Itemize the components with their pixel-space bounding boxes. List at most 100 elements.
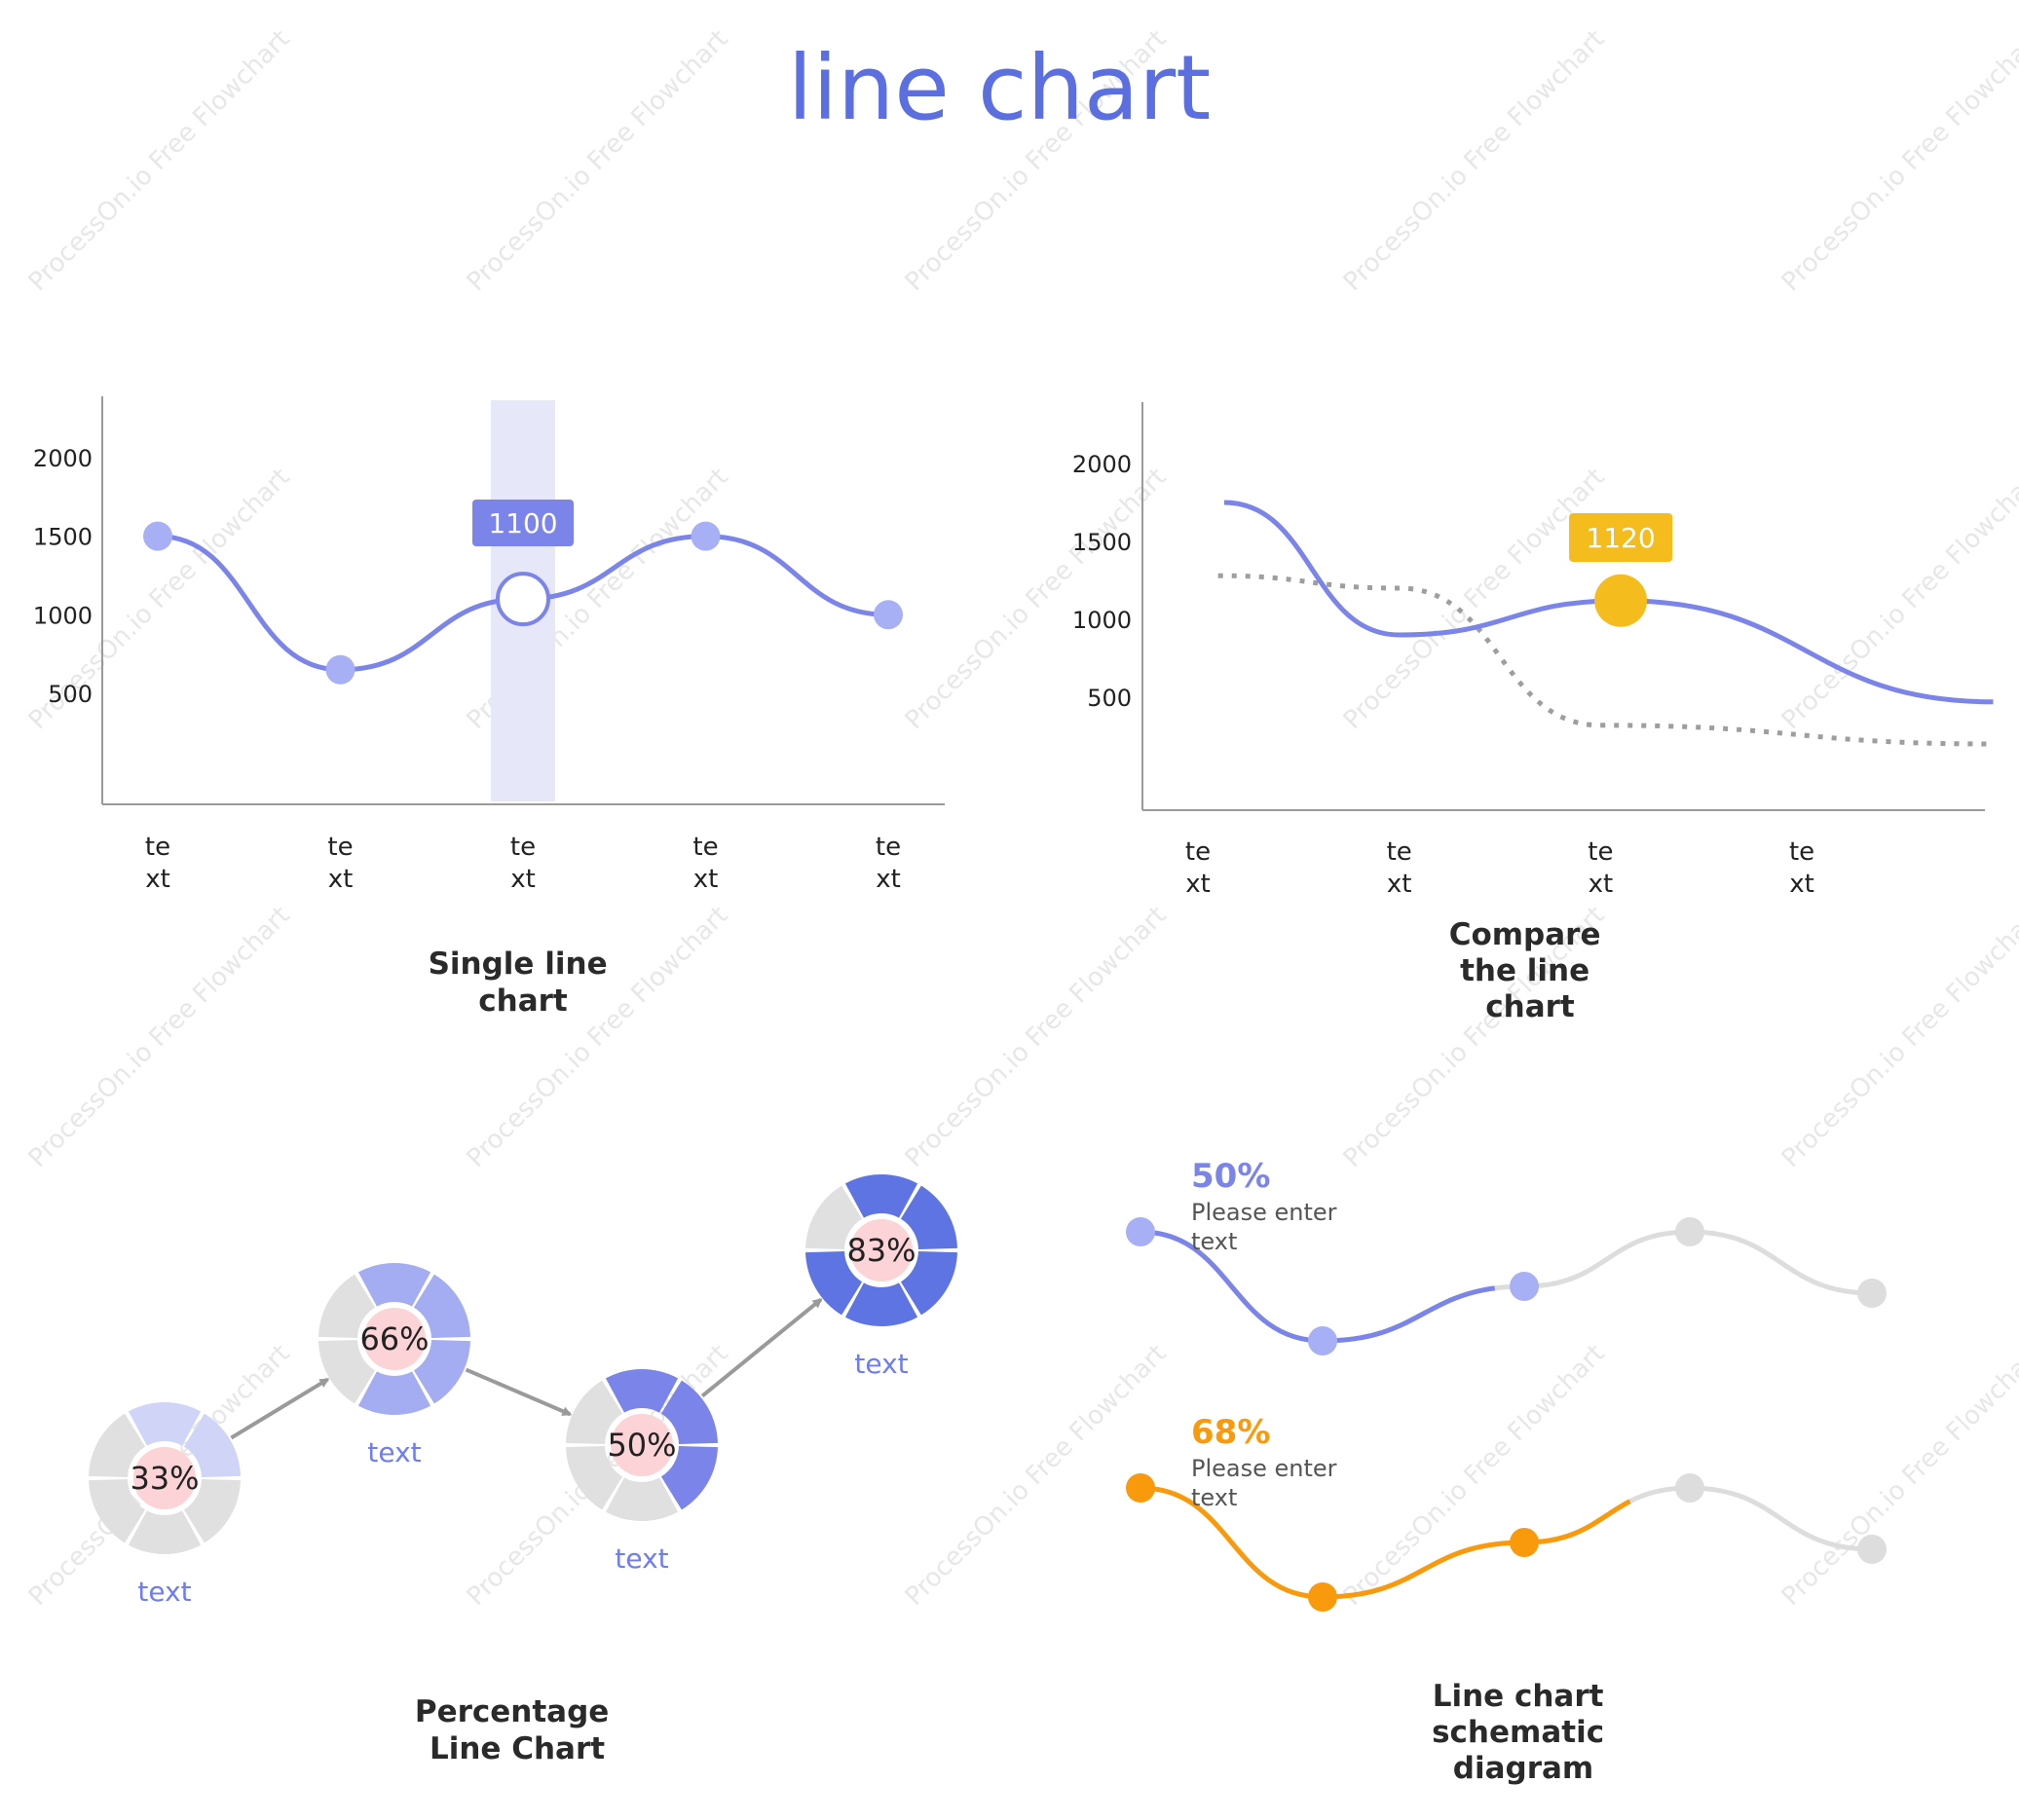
tooltip: 1100 — [472, 500, 574, 546]
watermark-layer: ProcessOn.io Free Flowchart ProcessOn.io … — [23, 24, 2019, 1612]
x-tick-label: te xt — [1185, 837, 1211, 899]
series-hint-text: text — [1191, 1228, 1237, 1255]
x-tick-label: te xt — [876, 833, 901, 894]
watermark-text: ProcessOn.io Free Flowchart — [462, 901, 734, 1173]
ring-segment — [128, 1510, 202, 1554]
ring-percent-label: 33% — [130, 1460, 199, 1497]
y-tick-label: 2000 — [1072, 451, 1132, 478]
x-tick-labels: te xt te xt te xt te xt — [1185, 837, 1814, 899]
ring-segment — [605, 1477, 679, 1521]
x-tick-label: te xt — [145, 833, 170, 894]
ring-segment — [900, 1185, 957, 1249]
ring-percent-label: 50% — [607, 1427, 676, 1464]
chart-caption: Percentage Line Chart — [415, 1694, 619, 1766]
ring-segment — [413, 1340, 470, 1404]
ring-segment — [183, 1413, 241, 1477]
tooltip-value: 1120 — [1586, 522, 1655, 554]
connector-arrow — [465, 1367, 573, 1417]
y-tick-label: 1000 — [1072, 607, 1132, 634]
watermark-text: ProcessOn.io Free Flowchart — [900, 901, 1173, 1173]
ring-percent-label: 66% — [359, 1320, 429, 1357]
series-hint-text: Please enter — [1191, 1455, 1337, 1482]
watermark-text: ProcessOn.io Free Flowchart — [1776, 1339, 2019, 1612]
series-hint-text: text — [1191, 1484, 1237, 1511]
ring-segment — [605, 1369, 679, 1413]
x-tick-label: te xt — [510, 833, 536, 894]
ring-segment — [89, 1479, 146, 1543]
tooltip-box — [472, 500, 574, 546]
ring-text-label: text — [137, 1576, 191, 1608]
percentage-ring: 66% text — [318, 1263, 470, 1468]
ring-segment — [318, 1274, 376, 1338]
ring-segment — [128, 1402, 202, 1446]
watermark-text: ProcessOn.io Free Flowchart — [1338, 1339, 1611, 1612]
watermark-text: ProcessOn.io Free Flowchart — [1776, 463, 2019, 735]
watermark-text: ProcessOn.io Free Flowchart — [23, 901, 296, 1173]
series-track — [1140, 1229, 1873, 1344]
tooltip: 1120 — [1569, 513, 1673, 562]
percentage-ring: 33% text — [89, 1402, 241, 1608]
watermark-text: ProcessOn.io Free Flowchart — [23, 24, 296, 297]
y-tick-label: 2000 — [33, 445, 93, 472]
watermark-text: ProcessOn.io Free Flowchart — [1338, 24, 1611, 297]
ring-segment — [89, 1413, 146, 1477]
y-tick-label: 500 — [1087, 685, 1132, 712]
ring-segment — [805, 1185, 863, 1249]
data-point — [1857, 1279, 1887, 1308]
caption-line: chart — [478, 984, 568, 1019]
ring-segment — [566, 1380, 623, 1444]
y-tick-label: 1500 — [33, 524, 93, 551]
page-title: line chart — [788, 36, 1211, 140]
ring-center — [850, 1219, 913, 1281]
watermark-text: ProcessOn.io Free Flowchart — [1776, 24, 2019, 297]
ring-text-label: text — [367, 1436, 421, 1468]
data-point — [1126, 1473, 1155, 1503]
data-point — [691, 521, 721, 551]
x-tick-label: te xt — [692, 833, 718, 894]
data-point — [1308, 1582, 1337, 1612]
caption-line: diagram — [1453, 1751, 1593, 1786]
series-percent: 50% — [1191, 1157, 1270, 1196]
single-line-chart: 500 1000 1500 2000 1100 te xt te xt te xt te xt te x… — [33, 396, 945, 1019]
series-hint-text: Please enter — [1191, 1199, 1337, 1226]
ring-percent-label: 83% — [846, 1232, 916, 1269]
percentage-line-chart: 33% text 66% text 50% text 83% text Percentage … — [89, 1174, 957, 1766]
ring-text-label: text — [854, 1348, 908, 1380]
x-tick-label: te xt — [1387, 837, 1412, 899]
y-tick-label: 1000 — [33, 602, 93, 629]
ring-segment — [660, 1380, 718, 1444]
caption-line: schematic — [1432, 1715, 1604, 1750]
y-tick-label: 1500 — [1072, 529, 1132, 556]
ring-segment — [844, 1282, 918, 1326]
x-tick-label: te xt — [327, 833, 353, 894]
ring-text-label: text — [615, 1542, 668, 1575]
caption-line: chart — [1485, 989, 1575, 1024]
chart-caption: Compare the line chart — [1449, 917, 1612, 1024]
watermark-text: ProcessOn.io Free Flowchart — [1338, 463, 1611, 735]
y-tick-labels: 500 1000 1500 2000 — [1072, 451, 1132, 712]
series-progress-line — [1140, 1229, 1873, 1344]
caption-line: Single line — [429, 947, 608, 982]
data-point — [1675, 1217, 1704, 1246]
ring-segment — [183, 1479, 241, 1543]
ring-segment — [900, 1251, 957, 1316]
tooltip-value: 1100 — [488, 507, 557, 539]
watermark-text: ProcessOn.io Free Flowchart — [462, 24, 734, 297]
data-point — [325, 654, 355, 685]
watermark-text: ProcessOn.io Free Flowchart — [900, 1339, 1173, 1612]
data-point — [1510, 1272, 1539, 1301]
y-tick-label: 500 — [48, 681, 93, 708]
watermark-text: ProcessOn.io Free Flowchart — [1776, 901, 2019, 1173]
caption-line: Line chart — [1433, 1679, 1604, 1714]
ring-segment — [805, 1251, 863, 1316]
ring-segment — [318, 1340, 376, 1404]
data-point — [1308, 1326, 1337, 1356]
x-tick-label: te xt — [1588, 837, 1613, 899]
ring-center — [611, 1414, 673, 1476]
y-tick-labels: 500 1000 1500 2000 — [33, 445, 93, 708]
caption-line: Percentage — [415, 1694, 609, 1729]
ring-center — [363, 1308, 426, 1370]
caption-line: Line Chart — [430, 1731, 605, 1766]
ring-segment — [357, 1263, 431, 1307]
